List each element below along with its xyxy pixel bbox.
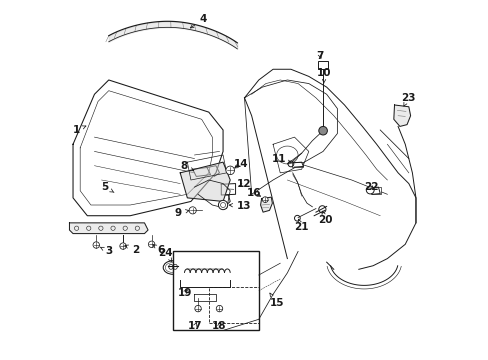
Text: 13: 13 — [229, 201, 250, 211]
Circle shape — [120, 243, 126, 249]
Text: 3: 3 — [100, 247, 112, 256]
Text: 7: 7 — [316, 51, 323, 61]
Text: 11: 11 — [271, 154, 291, 164]
Text: 10: 10 — [317, 68, 331, 84]
Circle shape — [218, 201, 227, 210]
Text: 23: 23 — [400, 93, 414, 106]
Circle shape — [262, 197, 267, 203]
Polygon shape — [69, 223, 148, 234]
Polygon shape — [393, 105, 410, 126]
Text: 8: 8 — [180, 161, 193, 171]
Text: 21: 21 — [294, 219, 308, 232]
Bar — [291, 162, 303, 167]
Circle shape — [194, 305, 201, 312]
Circle shape — [225, 166, 234, 175]
Text: 20: 20 — [317, 211, 332, 225]
Text: 16: 16 — [247, 188, 261, 198]
Text: 14: 14 — [233, 159, 248, 169]
Ellipse shape — [163, 261, 183, 274]
Text: 19: 19 — [177, 288, 192, 297]
Text: 18: 18 — [212, 321, 226, 331]
Polygon shape — [260, 197, 272, 212]
Text: 17: 17 — [187, 321, 202, 331]
Text: 4: 4 — [190, 14, 207, 28]
Circle shape — [318, 126, 326, 135]
Circle shape — [189, 207, 196, 214]
Text: 22: 22 — [364, 182, 378, 192]
Circle shape — [93, 242, 99, 248]
Circle shape — [148, 241, 155, 248]
Text: 24: 24 — [158, 248, 173, 261]
Text: 5: 5 — [102, 182, 114, 192]
Text: 9: 9 — [175, 208, 189, 218]
Polygon shape — [180, 162, 230, 202]
Bar — [173, 251, 258, 330]
Circle shape — [366, 186, 373, 194]
Circle shape — [216, 305, 222, 312]
Text: 2: 2 — [124, 245, 139, 255]
Text: 15: 15 — [269, 293, 284, 308]
Text: 6: 6 — [153, 245, 164, 255]
Bar — [317, 62, 328, 69]
Text: 1: 1 — [73, 125, 86, 135]
Text: 12: 12 — [236, 179, 250, 189]
Bar — [208, 287, 258, 323]
Bar — [370, 187, 381, 194]
